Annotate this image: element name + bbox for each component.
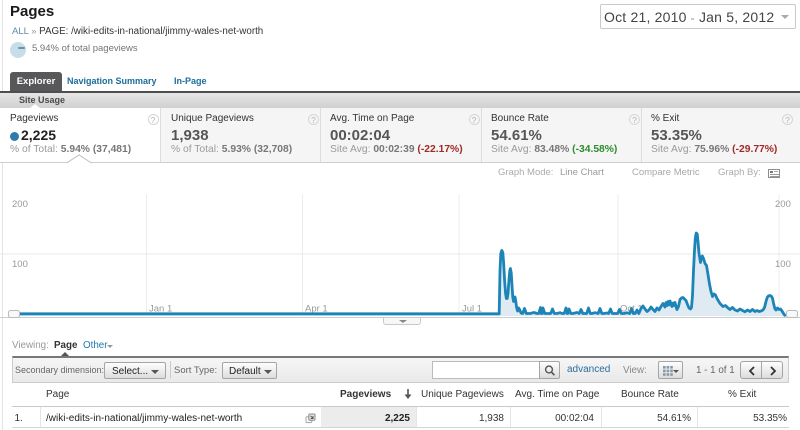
svg-text:200: 200: [775, 199, 791, 210]
svg-text:Apr 1: Apr 1: [305, 304, 328, 315]
svg-text:100: 100: [12, 259, 28, 270]
svg-text:200: 200: [12, 199, 28, 210]
svg-text:Jan 1: Jan 1: [149, 304, 172, 315]
svg-text:100: 100: [775, 259, 791, 270]
svg-text:Jul 1: Jul 1: [462, 304, 482, 315]
